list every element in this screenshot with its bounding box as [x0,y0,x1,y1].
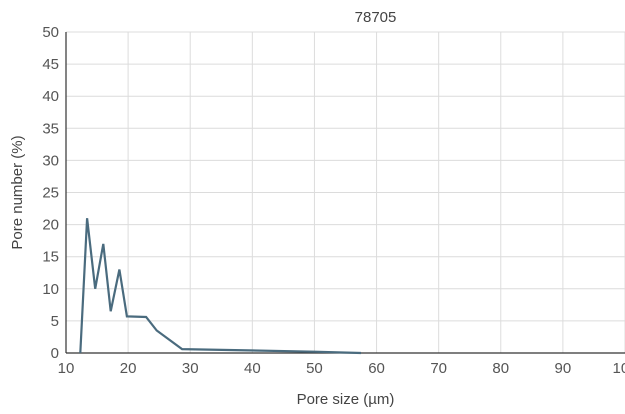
x-tick-label: 50 [306,360,323,377]
y-tick-label: 20 [42,217,59,234]
x-tick-label: 30 [182,360,199,377]
y-tick-label: 40 [42,88,59,105]
chart-title: 78705 [355,9,397,26]
y-tick-label: 25 [42,185,59,202]
y-tick-label: 0 [51,345,59,362]
y-tick-label: 5 [51,313,59,330]
y-tick-labels: 0 5 10 15 20 25 30 35 40 45 50 [42,24,59,362]
y-tick-label: 45 [42,56,59,73]
y-tick-label: 10 [42,281,59,298]
y-axis-title: Pore number (%) [9,135,26,249]
x-tick-label: 90 [555,360,572,377]
y-tick-label: 30 [42,152,59,169]
x-tick-label: 80 [492,360,509,377]
series-group [79,218,362,355]
x-tick-label: 100 [612,360,625,377]
y-tick-label: 50 [42,24,59,41]
x-tick-label: 20 [120,360,137,377]
x-tick-label: 60 [368,360,385,377]
x-tick-label: 40 [244,360,261,377]
y-tick-label: 35 [42,120,59,137]
series-line [79,218,362,355]
x-tick-label: 10 [58,360,75,377]
x-tick-label: 70 [430,360,447,377]
x-tick-labels: 10 20 30 40 50 60 70 80 90 100 [58,360,625,377]
grid [66,31,625,353]
y-tick-label: 15 [42,249,59,266]
x-axis-title: Pore size (µm) [297,391,395,408]
